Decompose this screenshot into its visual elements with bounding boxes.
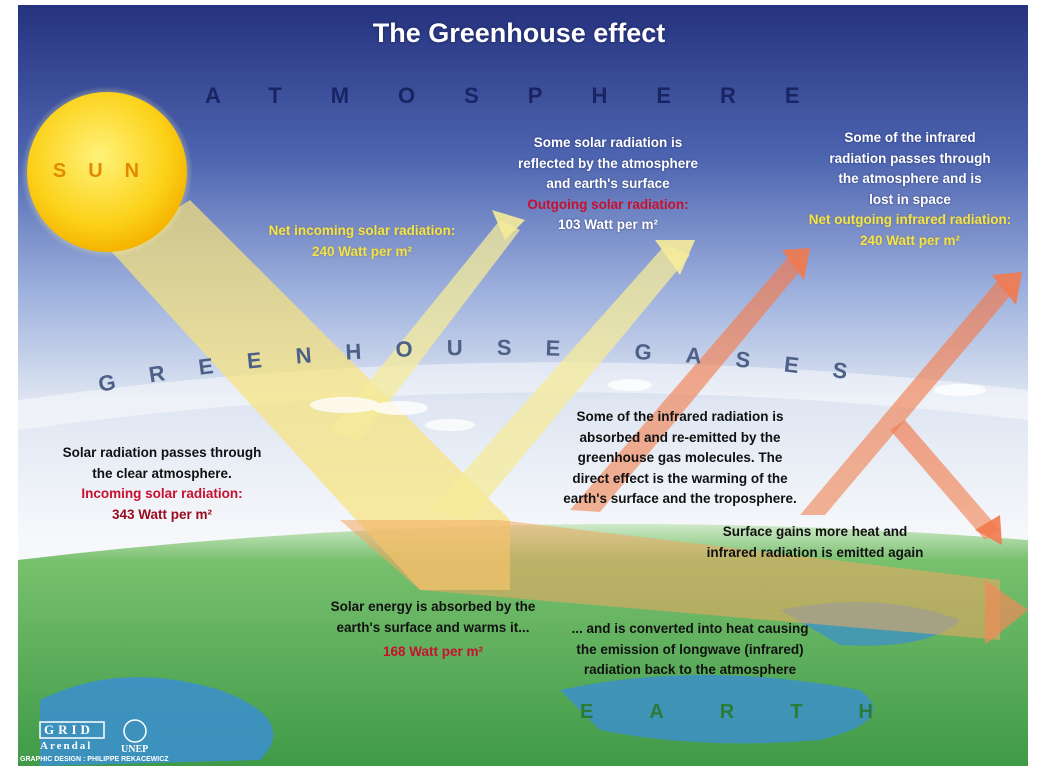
line: greenhouse gas molecules. The xyxy=(563,448,797,469)
line: Some solar radiation is xyxy=(518,133,698,154)
line: the clear atmosphere. xyxy=(63,464,262,485)
line: reflected by the atmosphere xyxy=(518,154,698,175)
line: infrared radiation is emitted again xyxy=(707,543,924,564)
line: Some of the infrared xyxy=(809,128,1012,149)
line: ... and is converted into heat causing xyxy=(571,619,808,640)
line: Surface gains more heat and xyxy=(707,522,924,543)
earth-label: EARTH xyxy=(580,701,929,723)
value: 240 Watt per m² xyxy=(269,242,456,263)
logo-arendal: Arendal xyxy=(40,740,92,752)
line: radiation back to the atmosphere xyxy=(571,660,808,681)
logo-grid: GRID xyxy=(44,722,94,738)
design-credit: GRAPHIC DESIGN : PHILIPPE REKACEWICZ xyxy=(20,756,169,763)
title: The Greenhouse effect xyxy=(373,18,666,49)
heading: Net incoming solar radiation: xyxy=(269,221,456,242)
line: radiation passes through xyxy=(809,149,1012,170)
heading: Outgoing solar radiation: xyxy=(518,195,698,216)
absorbed: Solar energy is absorbed by the earth's … xyxy=(331,597,536,663)
absorbed-reemitted: Some of the infrared radiation is absorb… xyxy=(563,407,797,510)
line: Solar energy is absorbed by the xyxy=(331,597,536,618)
line: the emission of longwave (infrared) xyxy=(571,640,808,661)
line: earth's surface and warms it... xyxy=(331,618,536,639)
incoming: Solar radiation passes through the clear… xyxy=(63,443,262,525)
value: 168 Watt per m² xyxy=(331,642,536,663)
surface-gains: Surface gains more heat and infrared rad… xyxy=(707,522,924,563)
reflected: Some solar radiation is reflected by the… xyxy=(518,133,698,236)
line: absorbed and re-emitted by the xyxy=(563,428,797,449)
infographic: SUN ATMOSPHERE GREENHOUSE GASES EARTH Th… xyxy=(0,0,1038,766)
line: Some of the infrared radiation is xyxy=(563,407,797,428)
atmosphere-label: ATMOSPHERE xyxy=(205,83,849,108)
sun-label: SUN xyxy=(53,160,161,182)
line: direct effect is the warming of the xyxy=(563,469,797,490)
heading: Net outgoing infrared radiation: xyxy=(809,210,1012,231)
value: 240 Watt per m² xyxy=(809,231,1012,252)
line: and earth's surface xyxy=(518,174,698,195)
value: 103 Watt per m² xyxy=(518,215,698,236)
converted: ... and is converted into heat causing t… xyxy=(571,619,808,681)
value: 343 Watt per m² xyxy=(63,505,262,526)
net-incoming: Net incoming solar radiation: 240 Watt p… xyxy=(269,221,456,262)
line: Solar radiation passes through xyxy=(63,443,262,464)
logo-unep: UNEP xyxy=(121,744,148,755)
heading: Incoming solar radiation: xyxy=(63,484,262,505)
infrared-lost: Some of the infrared radiation passes th… xyxy=(809,128,1012,251)
line: the atmosphere and is xyxy=(809,169,1012,190)
line: earth's surface and the troposphere. xyxy=(563,489,797,510)
line: lost in space xyxy=(809,190,1012,211)
